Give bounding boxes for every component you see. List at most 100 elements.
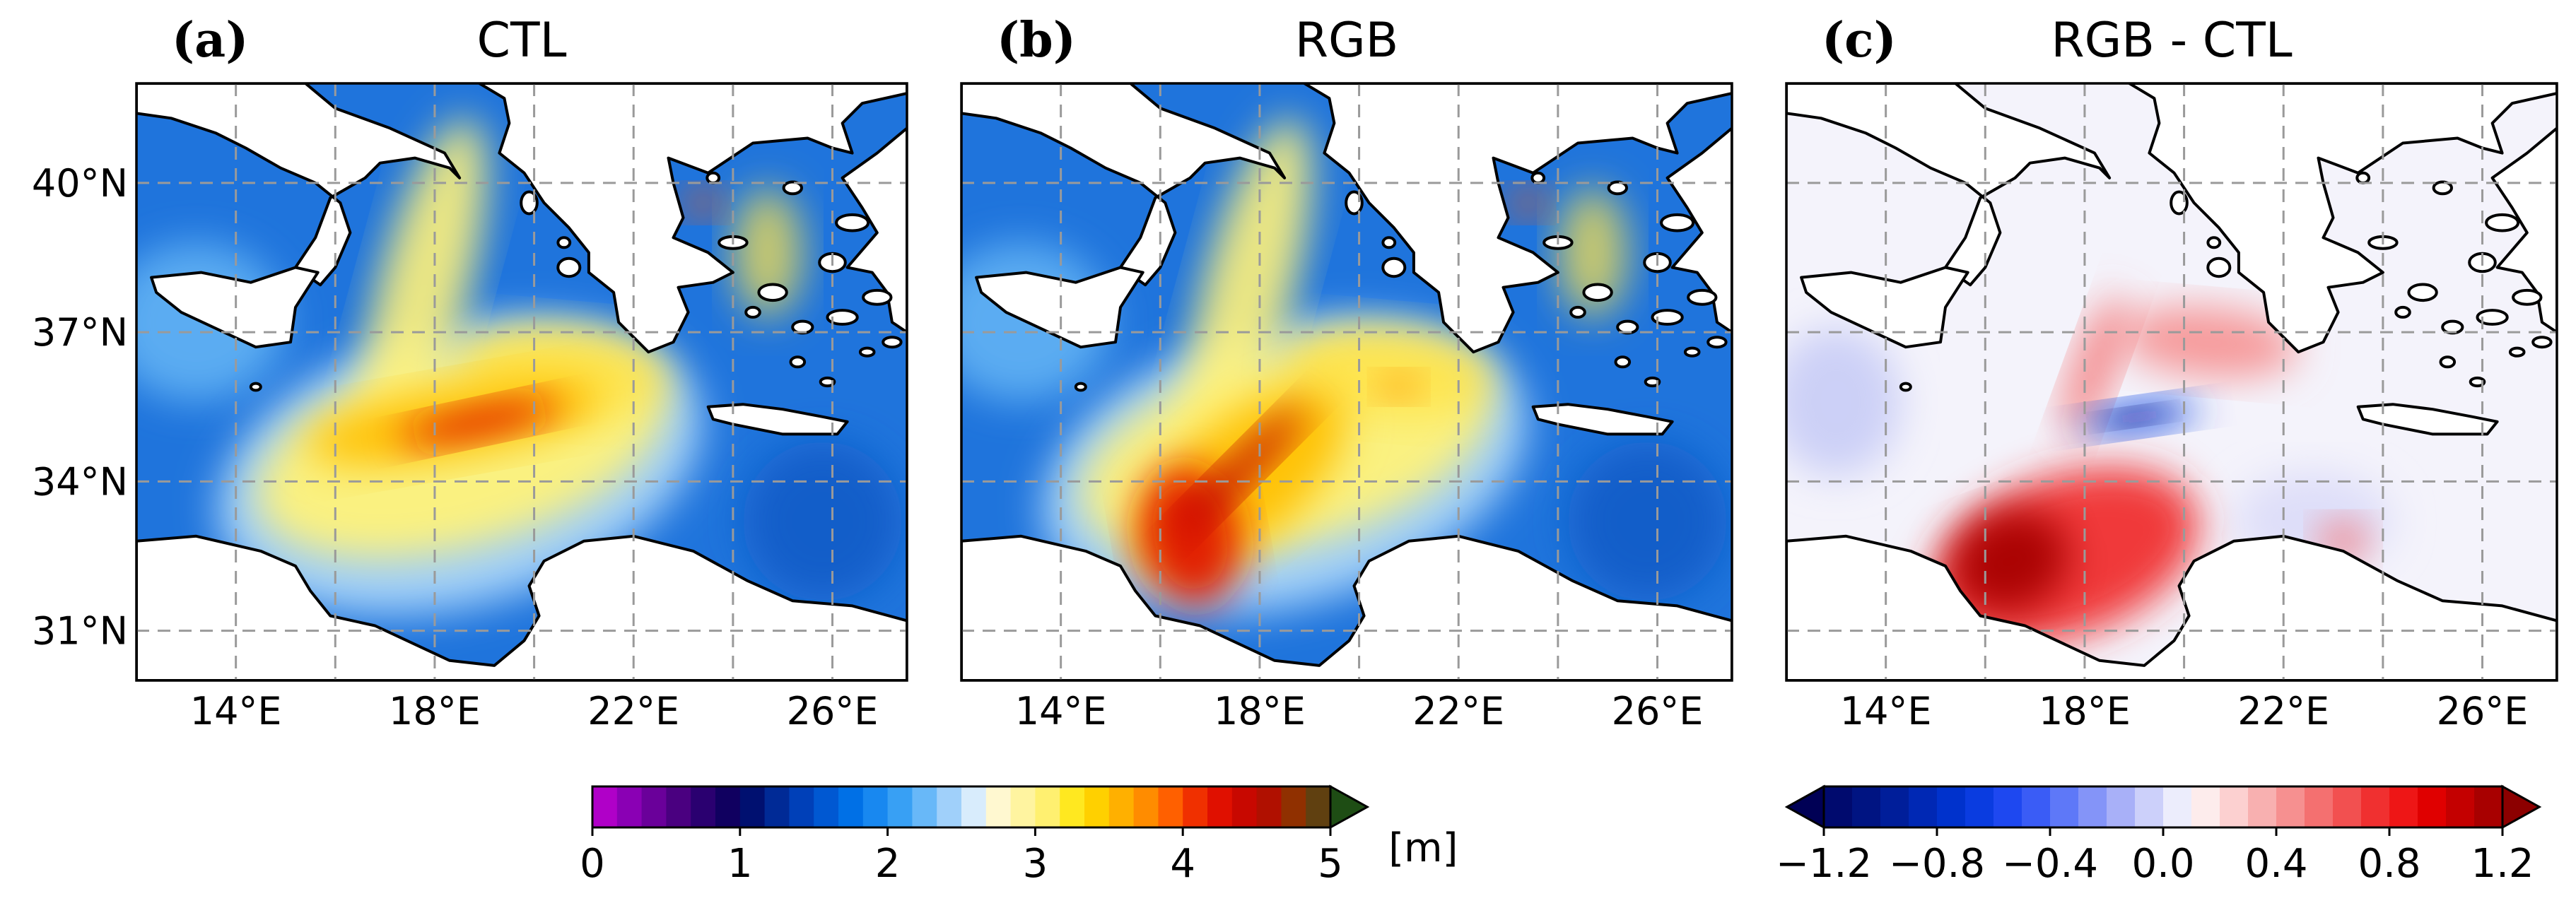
landmass-balkans	[2128, 83, 2557, 354]
island	[1381, 236, 1397, 249]
colorbar-bin	[985, 786, 1012, 827]
landmass-sicily	[150, 266, 320, 349]
lon-tick-label: 18°E	[2039, 689, 2131, 733]
island	[835, 213, 870, 232]
colorbar-bin	[1306, 786, 1331, 827]
lon-tick-label: 26°E	[2437, 689, 2529, 733]
colorbar-tick-label: 2	[875, 841, 901, 887]
panel-title: RGB - CTL	[2051, 13, 2292, 69]
colorbar-tick-label: 3	[1023, 841, 1048, 887]
land	[1786, 83, 2557, 680]
colorbar-bin	[912, 786, 937, 827]
panel-c: (c) RGB - CTL 14°E 18°E 22°E 26°E	[1785, 12, 2558, 733]
island	[858, 346, 876, 358]
map-frame	[1785, 82, 2558, 682]
island	[249, 382, 262, 392]
lon-tick-label: 14°E	[1015, 689, 1107, 733]
island	[1660, 213, 1695, 232]
island	[1569, 305, 1586, 319]
colorbar-bin	[1281, 786, 1306, 827]
island	[1607, 180, 1629, 196]
colorbar-extend-high	[1329, 784, 1370, 830]
island	[819, 376, 836, 388]
colorbar-frame	[591, 785, 1332, 829]
lon-tick-label: 22°E	[1412, 689, 1504, 733]
land	[961, 83, 1732, 680]
landmass-turkey	[841, 126, 907, 334]
map-frame	[135, 82, 908, 682]
landmass-turkey	[1665, 126, 1732, 334]
colorbar-bin	[666, 786, 691, 827]
map-panels: (a) CTL 14°E 18°E 22°E 26°E 31°N 34°N 37°N 40°N (b…	[32, 12, 2558, 733]
colorbar-bin	[2022, 786, 2051, 827]
lat-tick-label: 31°N	[32, 609, 128, 654]
island	[1651, 309, 1684, 326]
colorbar-bin	[1035, 786, 1060, 827]
colorbar-bin	[1256, 786, 1282, 827]
colorbar-bin	[2078, 786, 2107, 827]
colorbar-bin	[2333, 786, 2362, 827]
gridlines	[136, 83, 907, 680]
island	[1614, 355, 1632, 369]
land	[136, 83, 907, 680]
island	[1683, 346, 1701, 358]
colorbar-bin	[1158, 786, 1183, 827]
colorbar-tick-label: −0.8	[1889, 841, 1985, 887]
island	[757, 283, 788, 302]
island	[1899, 382, 1912, 392]
landmass-sicily	[975, 266, 1144, 349]
colorbar-tick-label: 4	[1170, 841, 1195, 887]
lon-tick-label: 26°E	[1612, 689, 1704, 733]
colorbar-bin	[641, 786, 667, 827]
colorbar-bin	[2220, 786, 2249, 827]
colorbar-bin	[1937, 786, 1966, 827]
colorbars: 0 1 2 3 4 5 [m] −1.2 −0.8 −0.4 0.0 0.4 0.8 1.2	[580, 784, 2542, 887]
landmass-libya	[961, 534, 1732, 680]
lon-tick-label: 18°E	[1214, 689, 1306, 733]
lon-tick-label: 26°E	[787, 689, 879, 733]
colorbar-tick-label: 1	[727, 841, 753, 887]
colorbar-bin	[2248, 786, 2277, 827]
colorbar-extend-low	[1784, 784, 1825, 830]
colorbar-bin	[838, 786, 864, 827]
colorbar-bin	[961, 786, 987, 827]
colorbar-bin	[2446, 786, 2475, 827]
colorbar-bin	[862, 786, 889, 827]
panel-letter: (a)	[172, 12, 248, 69]
colorbar-bin	[1010, 786, 1036, 827]
colorbar-bin	[1852, 786, 1881, 827]
colorbar-bin	[2107, 786, 2136, 827]
colorbar-bin	[2474, 786, 2503, 827]
colorbar-tick-label: −1.2	[1776, 841, 1872, 887]
colorbar-tick-label: 5	[1318, 841, 1343, 887]
island	[1687, 288, 1718, 306]
colorbar-bin	[1909, 786, 1938, 827]
colorbar-bin	[1231, 786, 1258, 827]
colorbar-bin	[1084, 786, 1110, 827]
colorbar-bin	[2163, 786, 2192, 827]
colorbar-bin	[2305, 786, 2334, 827]
island	[2476, 309, 2509, 326]
island	[2206, 236, 2222, 249]
gridlines	[961, 83, 1732, 680]
island	[1074, 382, 1087, 392]
colorbar-bin	[1207, 786, 1233, 827]
landmass-libya	[136, 534, 907, 680]
island	[789, 355, 807, 369]
island	[862, 288, 893, 306]
colorbar-bin	[2191, 786, 2220, 827]
island	[2531, 336, 2553, 349]
island	[2512, 288, 2543, 306]
lon-tick-label: 22°E	[587, 689, 679, 733]
colorbar-difference: −1.2 −0.8 −0.4 0.0 0.4 0.8 1.2	[1776, 784, 2542, 887]
colorbar-extend-high	[2501, 784, 2542, 830]
colorbar-wave-height: 0 1 2 3 4 5 [m]	[580, 784, 1458, 887]
colorbar-bin	[2135, 786, 2164, 827]
colorbar-bin	[887, 786, 913, 827]
island	[1530, 171, 1546, 184]
landmass-balkans	[478, 83, 907, 354]
colorbar-tick-label: 0.0	[2131, 841, 2194, 887]
lon-tick-label: 14°E	[190, 689, 282, 733]
landmass-sicily	[1800, 266, 1969, 349]
